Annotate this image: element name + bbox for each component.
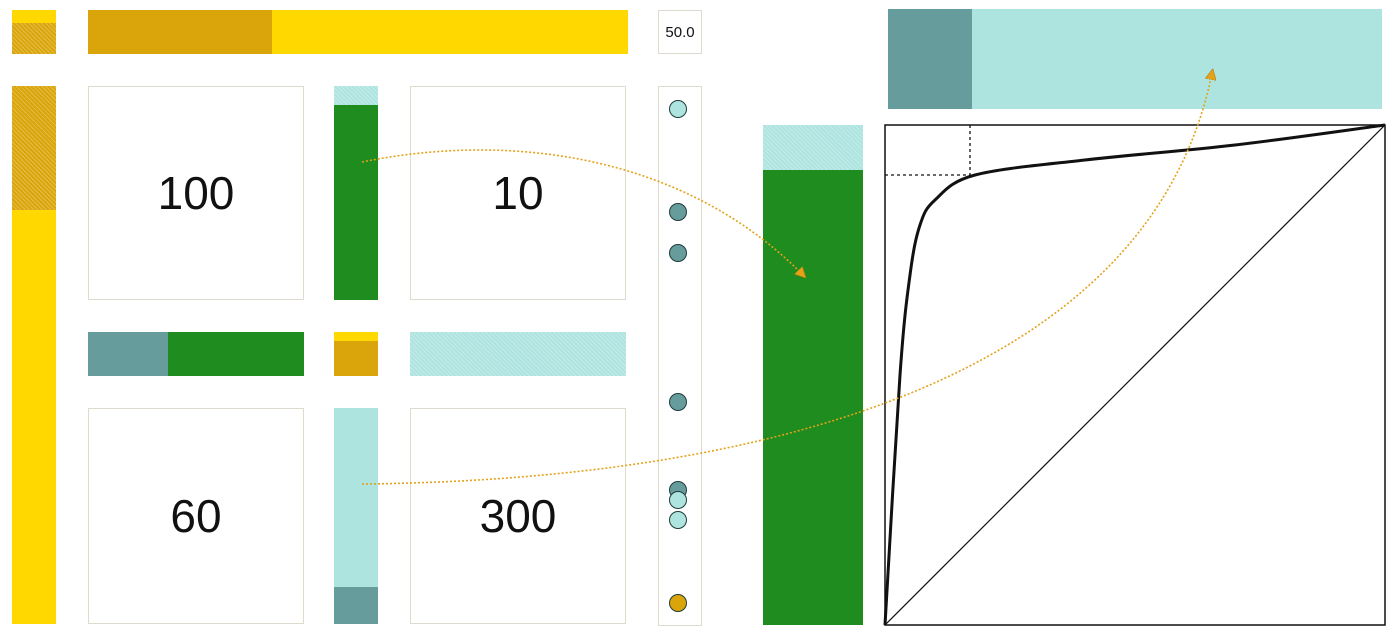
row1-prediction-bar <box>88 332 304 376</box>
matrix-cell-bottom-right: 300 <box>410 408 626 624</box>
left-gold-segment <box>12 86 56 210</box>
top-class-bar <box>88 10 628 54</box>
row1-green-segment <box>167 332 304 376</box>
top-yellow-segment <box>271 10 628 54</box>
top-right-prediction-bar <box>888 9 1382 109</box>
corner-yellow-segment <box>12 10 56 24</box>
big-green-segment <box>763 170 863 625</box>
score-dot <box>669 393 687 412</box>
center-class-bar <box>334 332 378 376</box>
threshold-label: 50.0 <box>658 10 702 54</box>
row1-teal-segment <box>88 332 168 376</box>
score-dot <box>669 244 687 263</box>
column1-green-segment <box>334 105 378 300</box>
column2-prediction-bar <box>334 408 378 624</box>
left-class-bar <box>12 86 56 624</box>
corner-gold-segment <box>12 23 56 54</box>
big-light-teal-segment <box>763 125 863 170</box>
top-gold-segment <box>88 10 272 54</box>
column2-teal-segment <box>334 587 378 624</box>
roc-diagonal <box>884 124 1386 626</box>
matrix-cell-bottom-left: 60 <box>88 408 304 624</box>
big-prediction-bar <box>763 125 863 625</box>
score-dot <box>669 100 687 119</box>
arrow-column2-to-top-right-bar <box>361 73 1212 485</box>
matrix-cell-top-right: 10 <box>410 86 626 300</box>
matrix-cell-top-left: 100 <box>88 86 304 300</box>
center-yellow-segment <box>334 332 378 341</box>
row2-light-teal-segment <box>410 332 626 376</box>
score-dot <box>669 593 687 612</box>
column1-light-teal-segment <box>334 86 378 106</box>
column1-prediction-bar <box>334 86 378 300</box>
score-dot <box>669 511 687 530</box>
row2-prediction-bar <box>410 332 626 376</box>
column2-light-teal-segment <box>334 408 378 588</box>
score-dot <box>669 490 687 509</box>
corner-class-bar <box>12 10 56 54</box>
roc-plot <box>883 123 1386 626</box>
roc-frame <box>884 124 1386 626</box>
center-gold-segment <box>334 340 378 376</box>
left-yellow-segment <box>12 209 56 624</box>
roc-curve <box>883 123 1386 626</box>
score-dot <box>669 203 687 222</box>
top-right-light-teal-segment <box>971 9 1382 109</box>
score-dot-strip <box>658 86 702 626</box>
top-right-teal-segment <box>888 9 972 109</box>
arrow-column1-to-big-bar <box>361 149 803 275</box>
